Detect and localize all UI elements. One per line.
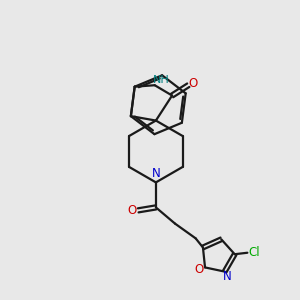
Text: NH: NH [153,75,169,85]
Text: N: N [152,167,160,180]
Text: O: O [194,263,204,276]
Text: O: O [128,204,137,217]
Text: Cl: Cl [248,246,260,259]
Text: N: N [223,270,232,284]
Text: O: O [189,77,198,90]
